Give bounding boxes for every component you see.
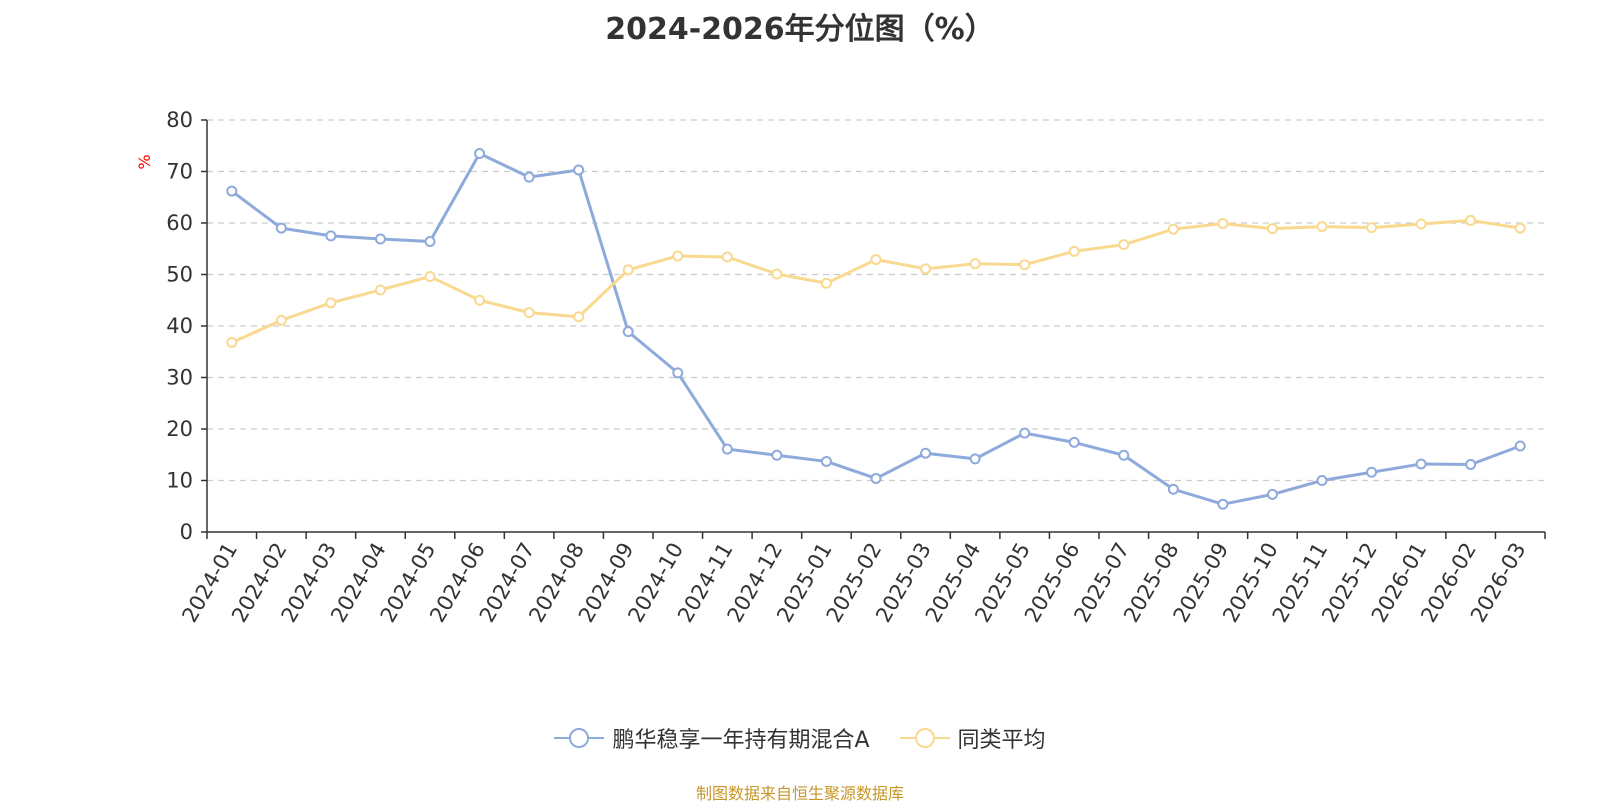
series-1-point	[1118, 239, 1130, 251]
series-0-point	[325, 230, 337, 242]
series-line-1	[231, 218, 1521, 344]
series-1-point	[1266, 223, 1278, 235]
series-0-point	[969, 453, 981, 465]
series-1-point	[672, 250, 684, 262]
series-0-point	[1415, 458, 1427, 470]
y-tick-label: 60	[166, 211, 193, 235]
series-0-point	[1217, 498, 1229, 510]
series-1-point	[226, 336, 238, 348]
y-tick-label: 70	[166, 160, 193, 184]
series-1-point	[1366, 222, 1378, 234]
y-tick-label: 30	[166, 366, 193, 390]
series-0-point	[1068, 436, 1080, 448]
line-chart: 01020304050607080%2024-012024-022024-032…	[135, 108, 1546, 626]
series-1-point	[1019, 259, 1031, 271]
series-1-point	[1217, 218, 1229, 230]
series-0-point	[820, 455, 832, 467]
series-0-point	[672, 367, 684, 379]
source-note: 制图数据来自恒生聚源数据库	[695, 784, 904, 803]
series-1-point	[820, 277, 832, 289]
series-line-0	[230, 151, 1521, 506]
series-0-point	[1465, 459, 1477, 471]
y-axis-label: %	[135, 154, 154, 169]
y-tick-label: 10	[166, 469, 193, 493]
series-0-point	[1366, 466, 1378, 478]
series-0-point	[275, 222, 287, 234]
y-tick-label: 40	[166, 314, 193, 338]
series-0-point	[374, 233, 386, 245]
series-0-point	[1118, 449, 1130, 461]
series-1-point	[1514, 222, 1526, 234]
series-0-point	[1019, 427, 1031, 439]
series-0-point	[1167, 483, 1179, 495]
legend-swatch-fund-icon	[554, 728, 605, 748]
series-1-point	[870, 254, 882, 266]
series-0-point	[424, 236, 436, 248]
legend-label-fund: 鹏华稳享一年持有期混合A	[612, 728, 870, 753]
legend: 鹏华稳享一年持有期混合A 同类平均	[0, 722, 1600, 754]
series-0-point	[1266, 488, 1278, 500]
series-1-point	[920, 263, 932, 275]
chart-title: 2024-2026年分位图（%）	[605, 12, 995, 47]
series-0-point	[622, 326, 634, 338]
series-1-point	[969, 258, 981, 270]
series-0-point	[573, 164, 585, 176]
series-1-point	[523, 307, 535, 319]
legend-item-fund[interactable]: 鹏华稳享一年持有期混合A	[554, 722, 870, 754]
series-1-point	[771, 268, 783, 280]
series-1-point	[721, 251, 733, 263]
series-0-point	[226, 185, 238, 197]
series-1-point	[374, 284, 386, 296]
series-0-point	[771, 449, 783, 461]
series-0-point	[1316, 475, 1328, 486]
series-1-point	[275, 314, 287, 326]
series-1-point	[1167, 223, 1179, 235]
series-0-point	[523, 171, 535, 183]
series-1-point	[474, 294, 486, 306]
series-0-point	[870, 472, 882, 484]
series-1-point	[1415, 218, 1427, 230]
series-1-point	[1068, 245, 1080, 257]
series-0-point	[474, 147, 486, 159]
legend-item-average[interactable]: 同类平均	[899, 722, 1046, 754]
series-1-point	[325, 297, 337, 309]
series-0-point	[920, 447, 932, 459]
y-tick-label: 20	[166, 417, 193, 441]
y-tick-label: 50	[166, 263, 193, 287]
y-tick-label: 80	[166, 108, 193, 132]
series-1-point	[1465, 214, 1477, 226]
y-tick-label: 0	[180, 520, 193, 544]
series-0-point	[1514, 440, 1526, 452]
series-0-point	[721, 443, 733, 455]
legend-swatch-average-icon	[899, 728, 950, 748]
series-1-point	[622, 264, 634, 276]
series-1-point	[573, 311, 585, 323]
series-1-point	[1316, 221, 1328, 233]
legend-label-average: 同类平均	[957, 728, 1046, 753]
series-1-point	[424, 271, 436, 283]
